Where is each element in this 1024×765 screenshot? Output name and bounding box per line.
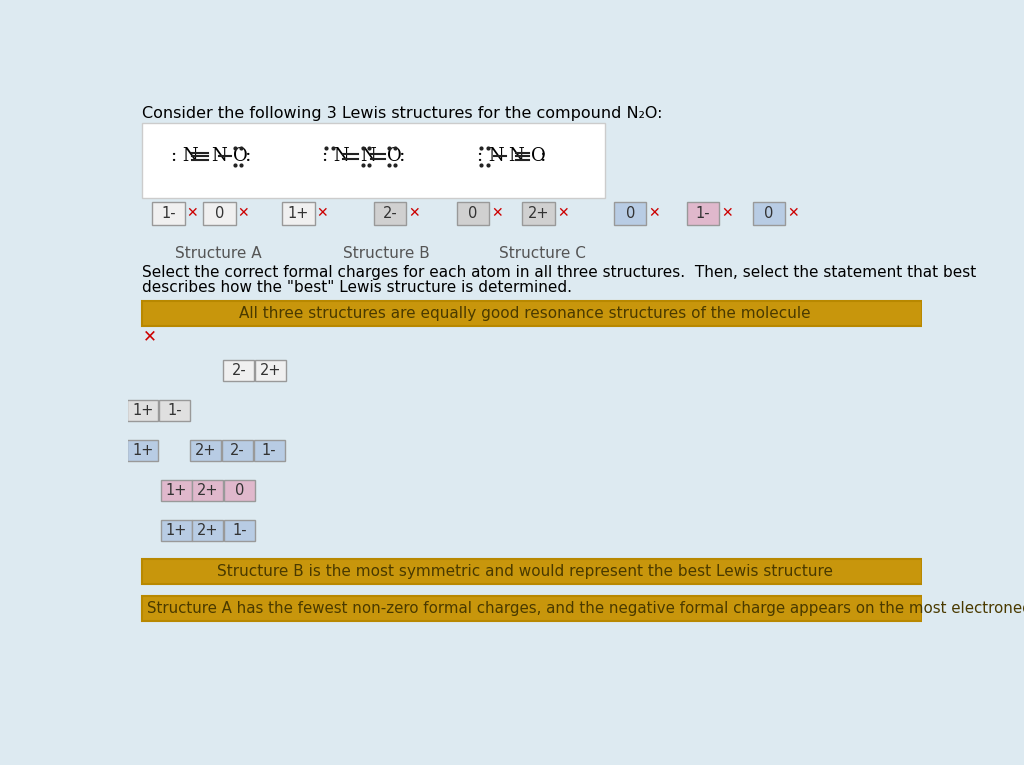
FancyBboxPatch shape xyxy=(224,520,255,542)
Text: : N: : N xyxy=(322,148,349,165)
Text: Structure A has the fewest non-zero formal charges, and the negative formal char: Structure A has the fewest non-zero form… xyxy=(147,601,1024,616)
Text: 0: 0 xyxy=(626,206,635,221)
Text: Structure A: Structure A xyxy=(174,246,261,261)
Text: All three structures are equally good resonance structures of the molecule: All three structures are equally good re… xyxy=(239,306,811,321)
Text: ✕: ✕ xyxy=(238,207,249,220)
Text: Consider the following 3 Lewis structures for the compound N₂O:: Consider the following 3 Lewis structure… xyxy=(142,106,663,121)
Text: ✕: ✕ xyxy=(721,207,733,220)
FancyBboxPatch shape xyxy=(203,202,236,225)
Text: O: O xyxy=(531,148,546,165)
FancyBboxPatch shape xyxy=(142,122,604,198)
Text: ✕: ✕ xyxy=(316,207,329,220)
Text: ✕: ✕ xyxy=(648,207,660,220)
Text: 1+: 1+ xyxy=(288,206,309,221)
Text: Select the correct formal charges for each atom in all three structures.  Then, : Select the correct formal charges for ea… xyxy=(142,265,976,280)
Text: Structure C: Structure C xyxy=(499,246,586,261)
FancyBboxPatch shape xyxy=(254,440,285,461)
Text: :: : xyxy=(541,148,547,165)
FancyBboxPatch shape xyxy=(142,301,922,326)
Text: 2-: 2- xyxy=(383,206,397,221)
FancyBboxPatch shape xyxy=(374,202,407,225)
Text: 2-: 2- xyxy=(230,443,245,458)
FancyBboxPatch shape xyxy=(127,440,159,461)
FancyBboxPatch shape xyxy=(687,202,719,225)
Text: N: N xyxy=(508,148,523,165)
FancyBboxPatch shape xyxy=(753,202,785,225)
FancyBboxPatch shape xyxy=(457,202,489,225)
Text: ✕: ✕ xyxy=(492,207,503,220)
Text: N: N xyxy=(360,148,376,165)
Text: 1+: 1+ xyxy=(165,523,186,539)
Text: 0: 0 xyxy=(468,206,477,221)
FancyBboxPatch shape xyxy=(614,202,646,225)
Text: 2+: 2+ xyxy=(260,363,282,378)
FancyBboxPatch shape xyxy=(159,400,190,422)
FancyBboxPatch shape xyxy=(142,596,922,620)
Text: ✕: ✕ xyxy=(787,207,799,220)
FancyBboxPatch shape xyxy=(224,480,255,501)
Text: 1+: 1+ xyxy=(165,483,186,498)
Text: ✕: ✕ xyxy=(409,207,420,220)
Text: 1-: 1- xyxy=(695,206,711,221)
Text: N: N xyxy=(211,148,226,165)
Text: :: : xyxy=(245,148,252,165)
Text: 1-: 1- xyxy=(161,206,175,221)
Text: 1+: 1+ xyxy=(132,403,154,418)
FancyBboxPatch shape xyxy=(193,480,223,501)
Text: :: : xyxy=(399,148,406,165)
Text: ✕: ✕ xyxy=(557,207,568,220)
Text: 2+: 2+ xyxy=(528,206,550,221)
Text: ✕: ✕ xyxy=(186,207,198,220)
FancyBboxPatch shape xyxy=(127,400,159,422)
Text: 2+: 2+ xyxy=(197,483,218,498)
Text: 1+: 1+ xyxy=(132,443,154,458)
FancyBboxPatch shape xyxy=(222,440,253,461)
FancyBboxPatch shape xyxy=(283,202,314,225)
FancyBboxPatch shape xyxy=(152,202,184,225)
Text: : N: : N xyxy=(477,148,505,165)
FancyBboxPatch shape xyxy=(255,360,286,381)
FancyBboxPatch shape xyxy=(522,202,555,225)
Text: 2+: 2+ xyxy=(197,523,218,539)
Text: ✕: ✕ xyxy=(142,327,157,346)
Text: 0: 0 xyxy=(234,483,245,498)
FancyBboxPatch shape xyxy=(161,480,191,501)
Text: 2-: 2- xyxy=(231,363,246,378)
Text: 0: 0 xyxy=(764,206,773,221)
Text: describes how the "best" Lewis structure is determined.: describes how the "best" Lewis structure… xyxy=(142,281,572,295)
Text: 1-: 1- xyxy=(167,403,182,418)
Text: 0: 0 xyxy=(215,206,224,221)
Text: 2+: 2+ xyxy=(195,443,216,458)
Text: Structure B is the most symmetric and would represent the best Lewis structure: Structure B is the most symmetric and wo… xyxy=(217,564,833,579)
FancyBboxPatch shape xyxy=(161,520,191,542)
Text: 1-: 1- xyxy=(232,523,247,539)
Text: : N: : N xyxy=(171,148,199,165)
FancyBboxPatch shape xyxy=(190,440,221,461)
Text: O: O xyxy=(232,148,248,165)
FancyBboxPatch shape xyxy=(142,559,922,584)
FancyBboxPatch shape xyxy=(193,520,223,542)
FancyBboxPatch shape xyxy=(223,360,254,381)
Text: Structure B: Structure B xyxy=(343,246,430,261)
Text: O: O xyxy=(387,148,401,165)
Text: 1-: 1- xyxy=(262,443,276,458)
